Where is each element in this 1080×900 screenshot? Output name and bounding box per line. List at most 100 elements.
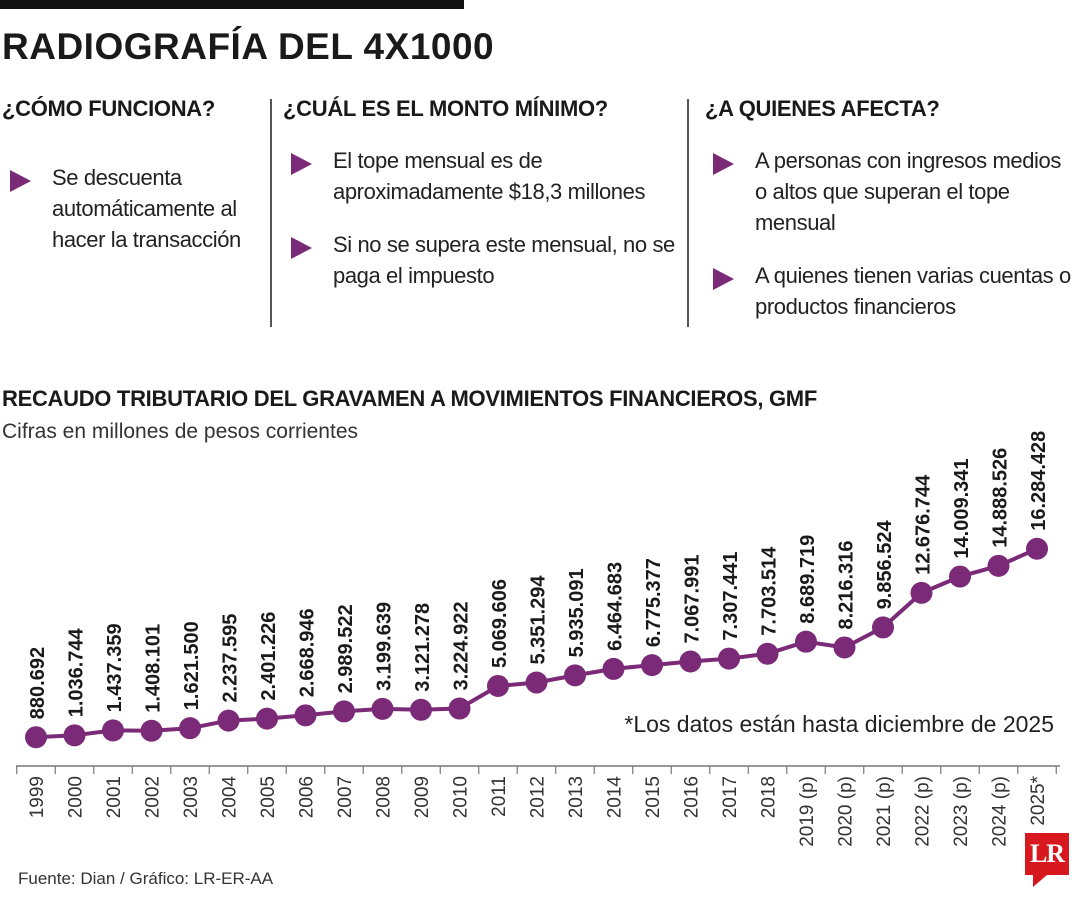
bullet-item: El tope mensual es de aproximadamente $1… <box>283 145 683 207</box>
info-column-how-it-works: ¿CÓMO FUNCIONA? Se descuenta automáticam… <box>2 96 260 255</box>
data-label: 9.856.524 <box>874 520 896 610</box>
data-point <box>294 704 317 727</box>
x-tick-label: 2002 <box>143 776 164 818</box>
data-point <box>525 671 548 694</box>
x-tick-label: 1999 <box>27 776 48 818</box>
column-title: ¿CUÁL ES EL MONTO MÍNIMO? <box>283 96 608 121</box>
data-point <box>833 636 856 659</box>
data-point <box>256 707 278 730</box>
column-title: ¿CÓMO FUNCIONA? <box>2 96 216 121</box>
triangle-bullet-icon <box>291 237 312 259</box>
data-label: 7.067.991 <box>682 555 704 644</box>
x-tick-label: 2011 <box>489 776 510 817</box>
info-column-minimum-amount: ¿CUÁL ES EL MONTO MÍNIMO? El tope mensua… <box>283 96 683 291</box>
data-label: 5.935.091 <box>566 568 588 657</box>
x-tick-label: 2001 <box>104 776 125 818</box>
triangle-bullet-icon <box>291 153 312 175</box>
data-point <box>910 581 933 604</box>
data-point <box>448 697 471 720</box>
data-label: 3.121.278 <box>412 603 434 692</box>
x-tick-label: 2004 <box>220 776 241 819</box>
x-tick-label: 2005 <box>258 776 279 818</box>
x-tick-label: 2024 (p) <box>990 776 1011 847</box>
data-label: 1.621.500 <box>181 621 203 710</box>
x-tick-label: 2012 <box>528 776 549 818</box>
data-label: 1.036.744 <box>66 627 88 717</box>
data-label: 2.668.946 <box>297 608 319 697</box>
triangle-bullet-icon <box>713 268 734 290</box>
page-title: RADIOGRAFÍA DEL 4X1000 <box>2 26 495 67</box>
data-point <box>487 674 509 697</box>
column-divider <box>687 99 689 327</box>
data-point <box>102 719 124 742</box>
x-tick-label: 2017 <box>720 776 741 818</box>
data-point <box>602 657 625 680</box>
data-point <box>1026 537 1048 560</box>
data-label: 8.689.719 <box>797 535 819 624</box>
x-tick-label: 2010 <box>451 776 472 818</box>
bullet-text: A personas con ingresos medios o altos q… <box>755 148 1061 235</box>
x-tick-label: 2025* <box>1028 775 1049 825</box>
x-tick-label: 2020 (p) <box>836 776 857 847</box>
bullet-text: Si no se supera este mensual, no se paga… <box>333 232 675 288</box>
x-tick-label: 2021 (p) <box>874 776 895 847</box>
top-accent-bar <box>0 0 464 9</box>
source-note: Fuente: Dian / Gráfico: LR-ER-AA <box>18 869 274 888</box>
lr-logo-tail <box>1033 875 1047 887</box>
column-divider <box>270 99 272 327</box>
data-label: 14.009.341 <box>951 458 973 558</box>
data-label: 2.237.595 <box>220 614 242 703</box>
data-point <box>410 698 432 721</box>
x-tick-label: 2014 <box>605 776 626 819</box>
data-point <box>63 724 86 747</box>
data-label: 7.307.441 <box>720 552 742 641</box>
data-label: 880.692 <box>27 647 49 719</box>
data-point <box>140 719 163 742</box>
data-label: 8.216.316 <box>836 541 858 630</box>
data-label: 6.464.683 <box>605 562 627 651</box>
data-point <box>949 565 971 588</box>
info-column-who-is-affected: ¿A QUIENES AFECTA? A personas con ingres… <box>705 96 1075 322</box>
data-point <box>718 647 740 670</box>
chart-annotation: *Los datos están hasta diciembre de 2025 <box>624 711 1054 737</box>
data-label: 1.437.359 <box>104 623 126 712</box>
data-point <box>333 700 355 723</box>
bullet-text: Se descuenta automáticamente al hacer la… <box>52 165 241 252</box>
data-point <box>641 654 663 677</box>
x-tick-label: 2009 <box>412 776 433 818</box>
x-tick-label: 2018 <box>759 776 780 818</box>
data-point <box>371 697 394 720</box>
data-point <box>795 630 817 653</box>
x-tick-label: 2022 (p) <box>913 776 934 847</box>
data-label: 3.199.639 <box>374 602 396 691</box>
data-point <box>679 650 702 673</box>
x-tick-label: 2003 <box>181 776 202 818</box>
data-label: 6.775.377 <box>643 558 665 647</box>
data-label: 12.676.744 <box>913 474 935 575</box>
triangle-bullet-icon <box>713 153 734 175</box>
data-label: 14.888.526 <box>990 448 1012 548</box>
lr-logo: LR <box>1025 833 1069 875</box>
bullet-item: A quienes tienen varias cuentas o produc… <box>705 260 1075 322</box>
column-title: ¿A QUIENES AFECTA? <box>705 96 940 121</box>
triangle-bullet-icon <box>10 170 31 192</box>
x-tick-label: 2019 (p) <box>797 776 818 847</box>
chart-title: RECAUDO TRIBUTARIO DEL GRAVAMEN A MOVIMI… <box>2 386 817 411</box>
data-label: 2.401.226 <box>258 612 280 701</box>
bullet-text: A quienes tienen varias cuentas o produc… <box>755 263 1071 319</box>
data-point <box>987 554 1010 577</box>
x-tick-label: 2008 <box>374 776 395 818</box>
data-point <box>872 616 894 639</box>
data-point <box>25 726 47 749</box>
x-tick-label: 2007 <box>335 776 356 818</box>
data-label: 3.224.922 <box>451 602 473 691</box>
x-tick-label: 2013 <box>566 776 587 818</box>
x-tick-label: 2016 <box>682 776 703 818</box>
x-tick-label: 2006 <box>297 776 318 818</box>
bullet-text: El tope mensual es de aproximadamente $1… <box>333 148 646 204</box>
data-point <box>564 664 586 687</box>
bullet-item: Se descuenta automáticamente al hacer la… <box>2 162 260 255</box>
bullet-item: Si no se supera este mensual, no se paga… <box>283 229 683 291</box>
data-point <box>756 642 779 665</box>
